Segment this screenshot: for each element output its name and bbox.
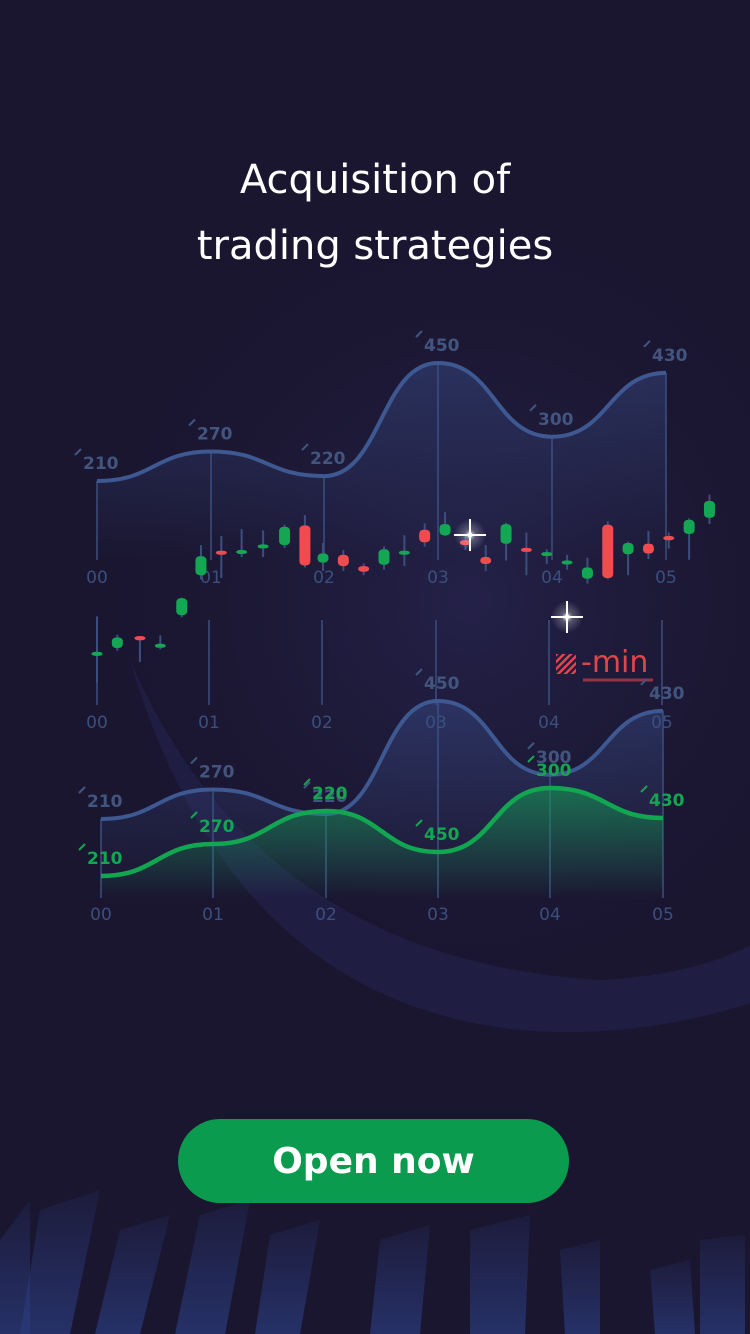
label-tick <box>415 819 423 827</box>
green-series-line <box>100 785 664 879</box>
label-tick <box>78 786 86 794</box>
candle-up <box>541 552 553 557</box>
candle-up <box>91 651 103 656</box>
green-data-label: 270 <box>199 817 235 837</box>
x-tick-label: 04 <box>539 905 561 925</box>
candle-down <box>134 636 146 641</box>
candle-up <box>703 501 715 518</box>
open-now-button[interactable]: Open now <box>178 1119 569 1203</box>
candle-down <box>215 550 227 555</box>
page-title-line-2: trading strategies <box>196 223 554 269</box>
x-tick-label: 02 <box>313 568 335 588</box>
candle-up <box>154 643 166 648</box>
x-tick-label: 03 <box>427 905 449 925</box>
candle-down <box>419 529 431 543</box>
candle-up <box>581 567 593 579</box>
sparkle-icon <box>454 519 486 551</box>
green-data-label: 210 <box>87 849 123 869</box>
label-tick <box>643 340 651 348</box>
data-label: 220 <box>310 449 346 469</box>
page-title-line-1: Acquisition of <box>239 157 511 203</box>
label-tick <box>303 781 311 789</box>
green-data-label: 300 <box>536 761 572 781</box>
candle-down <box>299 525 311 566</box>
data-label: 430 <box>649 684 685 704</box>
candle-down <box>358 566 370 572</box>
data-label: 450 <box>424 674 460 694</box>
candle-up <box>195 556 207 576</box>
label-tick <box>527 755 535 763</box>
x-tick-label: 05 <box>652 905 674 925</box>
candle-up <box>236 550 248 554</box>
candle-up <box>683 519 695 534</box>
candle-down <box>480 557 492 564</box>
x-tick-label: 01 <box>198 713 220 733</box>
sparkle-icon <box>551 601 583 633</box>
data-label: 270 <box>197 425 233 445</box>
candle-down <box>663 536 675 541</box>
chart-composition: 210 270 220 450 300 430 00 01 02 03 04 05 00 01 02 03 04… <box>74 330 715 925</box>
candle-up <box>317 553 329 563</box>
x-tick-label: 01 <box>202 905 224 925</box>
min-marker-icon <box>556 654 576 674</box>
label-tick <box>640 678 648 686</box>
data-label: 300 <box>538 410 574 430</box>
label-tick <box>640 785 648 793</box>
area-fill <box>97 363 666 560</box>
data-label: 210 <box>83 454 119 474</box>
candle-down <box>337 554 349 567</box>
data-label: 450 <box>424 336 460 356</box>
min-annotation: -min <box>581 645 648 680</box>
candle-up <box>398 550 410 555</box>
x-tick-label: 02 <box>315 905 337 925</box>
candle-down <box>602 524 614 578</box>
label-tick <box>78 843 86 851</box>
candle-up <box>176 598 188 616</box>
x-tick-label: 03 <box>427 568 449 588</box>
candle-up <box>378 549 390 565</box>
label-tick <box>188 418 196 427</box>
series-line <box>100 698 664 821</box>
label-tick <box>301 443 309 451</box>
data-label: 220 <box>312 787 348 807</box>
data-label: 300 <box>536 748 572 768</box>
candle-up <box>622 543 634 555</box>
series-line <box>96 360 667 483</box>
candle-down <box>642 543 654 554</box>
x-tick-label: 05 <box>655 568 677 588</box>
data-label: 210 <box>87 792 123 812</box>
label-tick <box>527 742 535 750</box>
candle-down <box>520 547 532 552</box>
candle-up <box>439 524 451 536</box>
green-data-label: 220 <box>312 784 348 804</box>
label-tick <box>74 448 82 456</box>
x-tick-label: 04 <box>538 713 560 733</box>
x-tick-label: 00 <box>86 713 108 733</box>
x-tick-label: 04 <box>541 568 563 588</box>
x-tick-label: 02 <box>311 713 333 733</box>
data-label: 430 <box>652 346 688 366</box>
green-area-fill <box>101 788 663 898</box>
green-data-label: 450 <box>424 825 460 845</box>
label-tick <box>190 756 198 765</box>
candle-up <box>257 544 269 549</box>
green-data-label: 430 <box>649 791 685 811</box>
label-tick <box>415 330 423 338</box>
candle-up <box>561 560 573 565</box>
label-tick <box>303 778 311 786</box>
x-tick-label: 00 <box>90 905 112 925</box>
candle-up <box>279 526 291 546</box>
background-bars <box>0 1190 745 1334</box>
label-tick <box>190 811 198 819</box>
label-tick <box>415 668 423 676</box>
label-tick <box>529 404 537 412</box>
candle-up <box>500 524 512 544</box>
candle-up <box>111 637 123 648</box>
data-label: 270 <box>199 763 235 783</box>
x-tick-label: 00 <box>86 568 108 588</box>
